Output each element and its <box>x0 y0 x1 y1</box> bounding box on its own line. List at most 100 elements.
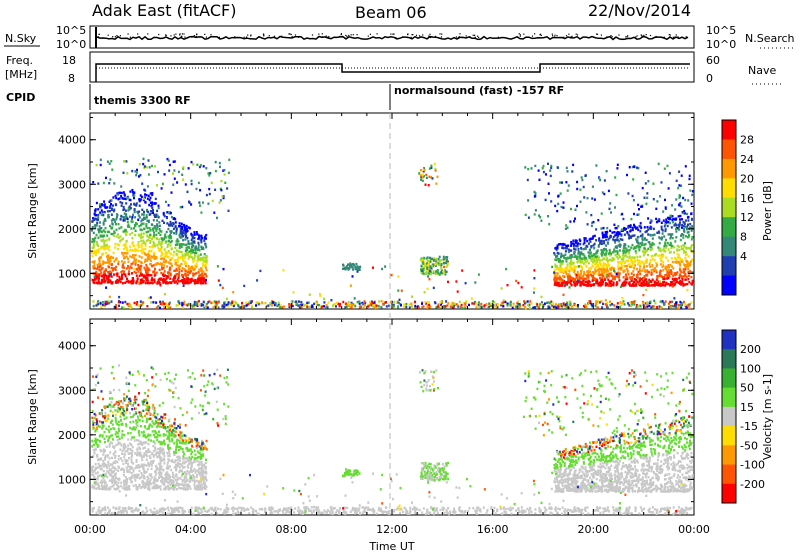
scatter-cell <box>199 258 202 262</box>
scatter-cell <box>103 304 106 307</box>
scatter-cell <box>97 424 100 428</box>
scatter-cell <box>591 257 594 260</box>
scatter-cell <box>153 278 156 282</box>
scatter-cell <box>162 277 165 281</box>
scatter-cell <box>119 301 122 304</box>
scatter-cell <box>142 197 145 200</box>
scatter-cell <box>524 166 527 169</box>
scatter-cell <box>559 278 562 282</box>
scatter-cell <box>187 257 190 261</box>
scatter-cell <box>605 270 608 273</box>
scatter-cell <box>147 296 150 300</box>
scatter-cell <box>219 199 222 202</box>
scatter-cell <box>290 300 293 303</box>
scatter-cell <box>562 243 565 246</box>
scatter-cell <box>169 233 171 237</box>
scatter-cell <box>136 278 139 281</box>
scatter-cell <box>574 278 577 281</box>
freq-tick-bottom: 8 <box>68 72 75 85</box>
scatter-cell <box>93 260 96 263</box>
scatter-cell <box>112 267 115 271</box>
nsky-dot <box>675 34 677 36</box>
scatter-cell <box>102 415 105 418</box>
scatter-cell <box>674 240 677 243</box>
scatter-cell <box>605 276 608 279</box>
scatter-cell <box>147 159 150 162</box>
scatter-cell <box>133 210 136 214</box>
scatter-cell <box>156 237 159 241</box>
scatter-cell <box>591 277 594 280</box>
scatter-cell <box>644 230 647 234</box>
scatter-cell <box>641 243 644 246</box>
scatter-cell <box>180 243 183 246</box>
scatter-cell <box>184 280 187 283</box>
scatter-cell <box>170 237 173 240</box>
scatter-cell <box>171 471 174 475</box>
scatter-cell <box>635 304 638 307</box>
scatter-cell <box>113 427 116 431</box>
colorbar-swatch <box>722 158 736 179</box>
scatter-cell <box>92 470 95 474</box>
scatter-cell <box>133 267 136 271</box>
scatter-cell <box>196 163 199 166</box>
scatter-cell <box>680 245 683 248</box>
scatter-cell <box>633 234 636 237</box>
nsky-dot <box>531 35 534 37</box>
scatter-cell <box>204 235 207 239</box>
scatter-cell <box>599 178 602 182</box>
scatter-cell <box>567 275 570 278</box>
scatter-cell <box>141 208 144 211</box>
scatter-cell <box>666 224 669 228</box>
scatter-cell <box>98 274 101 277</box>
scatter-cell <box>560 205 563 209</box>
scatter-cell <box>420 178 423 181</box>
scatter-cell <box>569 254 572 257</box>
scatter-cell <box>106 247 109 250</box>
scatter-cell <box>110 271 113 274</box>
scatter-cell <box>107 439 110 443</box>
scatter-cell <box>587 262 590 265</box>
scatter-cell <box>680 184 683 187</box>
scatter-cell <box>585 283 588 287</box>
scatter-cell <box>674 278 677 282</box>
scatter-cell <box>358 268 361 271</box>
scatter-cell <box>650 306 653 309</box>
scatter-cell <box>627 250 630 253</box>
colorbar-swatch <box>722 197 736 218</box>
scatter-cell <box>170 240 173 243</box>
nsky-dot <box>345 34 347 36</box>
scatter-cell <box>130 279 133 283</box>
scatter-cell <box>198 303 200 307</box>
scatter-cell <box>638 259 641 262</box>
scatter-cell <box>647 253 649 257</box>
scatter-cell <box>488 302 491 305</box>
scatter-cell <box>273 301 276 304</box>
scatter-cell <box>655 265 658 268</box>
scatter-cell <box>191 304 194 307</box>
scatter-cell <box>678 303 680 307</box>
scatter-cell <box>117 260 120 263</box>
scatter-cell <box>567 250 570 254</box>
scatter-cell <box>638 224 641 228</box>
scatter-cell <box>506 304 509 307</box>
scatter-cell <box>158 228 161 231</box>
scatter-cell <box>435 306 438 309</box>
scatter-cell <box>106 277 109 281</box>
scatter-cell <box>628 255 631 258</box>
scatter-cell <box>619 255 622 259</box>
scatter-cell <box>568 249 571 252</box>
scatter-cell <box>642 266 645 270</box>
scatter-cell <box>168 301 171 304</box>
nsky-dot <box>112 36 114 38</box>
scatter-cell <box>623 244 626 248</box>
scatter-cell <box>505 267 508 271</box>
scatter-cell <box>554 247 557 250</box>
scatter-cell <box>573 243 576 246</box>
scatter-cell <box>608 236 611 240</box>
scatter-cell <box>540 301 543 304</box>
scatter-cell <box>98 231 101 234</box>
scatter-cell <box>193 251 196 255</box>
scatter-cell <box>114 306 117 309</box>
scatter-cell <box>623 228 626 231</box>
scatter-cell <box>140 232 143 235</box>
